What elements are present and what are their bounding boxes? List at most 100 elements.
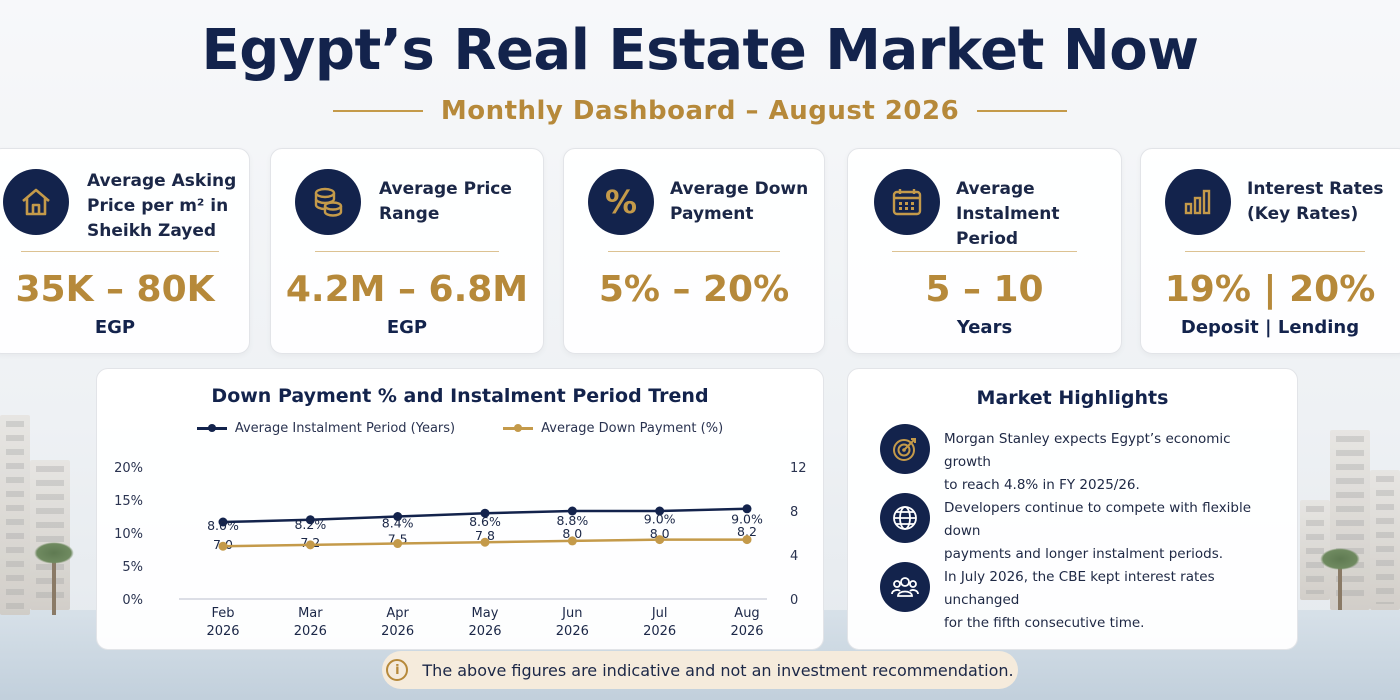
right-axis-tick-label: 0: [790, 593, 798, 608]
kpi-card-asking-price: Average Asking Price per m² in Sheikh Zaye…: [0, 148, 250, 354]
percent-icon: %: [588, 169, 654, 235]
highlight-text: Morgan Stanley expects Egypt’s economic …: [944, 431, 1231, 493]
x-axis-tick-label: 2026: [556, 624, 589, 639]
data-point: [567, 536, 577, 546]
data-label: 8.2: [737, 524, 757, 539]
background-palm: [34, 542, 74, 564]
x-axis-tick-label: Aug: [734, 606, 759, 621]
highlight-item: Morgan Stanley expects Egypt’s economic …: [880, 424, 1277, 493]
kpi-card-price-range: Average Price Range 4.2M – 6.8M EGP: [270, 148, 544, 354]
data-point: [480, 508, 490, 518]
data-point: [480, 537, 490, 547]
legend-item-instalment: Average Instalment Period (Years): [196, 421, 456, 436]
x-axis-tick-label: 2026: [294, 624, 327, 639]
right-axis-tick-label: 12: [790, 461, 807, 476]
kpi-label: Interest Rates (Key Rates): [1247, 179, 1384, 224]
kpi-label: Average Instalment Period: [956, 179, 1060, 249]
subtitle-rule-right: [977, 110, 1068, 112]
background-palm: [1320, 548, 1360, 570]
kpi-divider: [315, 251, 499, 252]
data-point: [393, 512, 403, 521]
background-building: [1300, 500, 1330, 600]
target-icon: [880, 424, 930, 474]
x-axis-tick-label: Feb: [211, 606, 234, 621]
legend-label: Average Down Payment (%): [541, 421, 724, 436]
disclaimer-banner: i The above figures are indicative and n…: [382, 651, 1018, 689]
kpi-card-down-payment: % Average Down Payment 5% – 20%: [563, 148, 825, 354]
left-axis-tick-label: 20%: [114, 461, 143, 476]
x-axis-tick-label: 2026: [730, 624, 763, 639]
chart-title: Down Payment % and Instalment Period Tre…: [211, 385, 709, 407]
kpi-divider: [608, 251, 780, 252]
market-highlights-panel: Market Highlights Morgan Stanley expects…: [847, 368, 1298, 650]
kpi-value: 4.2M – 6.8M: [285, 269, 529, 310]
data-label: 9.0%: [644, 512, 676, 527]
trend-chart-panel: Down Payment % and Instalment Period Tre…: [96, 368, 824, 650]
legend-label: Average Instalment Period (Years): [234, 421, 456, 436]
kpi-value: 5 – 10: [925, 269, 1044, 310]
left-axis-tick-label: 15%: [114, 494, 143, 509]
left-axis-tick-label: 5%: [122, 560, 143, 575]
kpi-card-interest-rates: Interest Rates (Key Rates) 19% | 20% Depo…: [1140, 148, 1400, 354]
data-point: [393, 539, 403, 549]
kpi-label: Average Price Range: [379, 179, 512, 224]
left-axis-tick-label: 10%: [114, 527, 143, 542]
data-label: 8.4%: [382, 516, 414, 531]
subtitle-rule-left: [332, 110, 423, 112]
people-icon: [880, 562, 930, 612]
kpi-value: 19% | 20%: [1164, 269, 1376, 310]
background-building: [0, 415, 30, 615]
trend-chart-svg: 20% 15% 10% 5% 0% 12 8 4 0 Feb 2026 Mar 2026 Apr 2026 M…: [114, 461, 807, 639]
kpi-card-instalment-period: Average Instalment Period 5 – 10 Years: [847, 148, 1122, 354]
x-axis-tick-label: 2026: [206, 624, 239, 639]
kpi-unit: Years: [956, 317, 1013, 338]
background-building: [1330, 430, 1370, 610]
x-axis-tick-label: 2026: [643, 624, 676, 639]
kpi-value: 5% – 20%: [598, 269, 790, 310]
data-point: [742, 535, 752, 545]
right-axis-tick-label: 4: [790, 549, 798, 564]
coins-icon: [295, 169, 361, 235]
x-axis-tick-label: Apr: [386, 606, 409, 621]
legend-swatch-gold: [503, 424, 534, 432]
legend-swatch-navy: [196, 424, 227, 432]
data-point: [655, 535, 665, 545]
background-palm: [52, 560, 56, 615]
data-label: 8.0%: [207, 518, 239, 533]
highlight-item: Developers continue to compete with flex…: [880, 493, 1277, 562]
kpi-unit: EGP: [386, 317, 428, 338]
highlight-item: In July 2026, the CBE kept interest rate…: [880, 562, 1277, 631]
subtitle-row: Monthly Dashboard – August 2026: [0, 96, 1400, 126]
disclaimer-text: The above figures are indicative and not…: [422, 660, 1014, 680]
x-axis-tick-label: 2026: [468, 624, 501, 639]
data-label: 8.2%: [294, 517, 326, 532]
highlight-text: In July 2026, the CBE kept interest rate…: [944, 569, 1215, 631]
kpi-label: Average Asking Price per m² in Sheikh Zaye…: [87, 171, 237, 241]
legend-item-down-payment: Average Down Payment (%): [503, 421, 723, 436]
kpi-divider: [892, 251, 1077, 252]
kpi-value: 35K – 80K: [15, 269, 215, 310]
bar-chart-icon: [1165, 169, 1231, 235]
right-axis-tick-label: 8: [790, 505, 798, 520]
data-point: [655, 506, 665, 516]
page-subtitle: Monthly Dashboard – August 2026: [440, 96, 960, 126]
data-label: 8.6%: [469, 514, 501, 529]
data-point: [742, 504, 752, 514]
background-building: [30, 460, 70, 610]
house-icon: [3, 169, 69, 235]
info-icon: i: [386, 659, 409, 681]
kpi-divider: [1185, 251, 1365, 252]
kpi-divider: [21, 251, 219, 252]
data-point: [218, 541, 228, 551]
x-axis-tick-label: May: [472, 606, 499, 621]
background-palm: [1338, 565, 1342, 610]
x-axis-tick-label: Mar: [298, 606, 323, 621]
data-label: 7.8: [475, 528, 495, 543]
kpi-unit: Deposit | Lending: [1180, 317, 1360, 338]
page-title: Egypt’s Real Estate Market Now: [201, 18, 1199, 83]
highlights-title: Market Highlights: [976, 387, 1169, 409]
data-label: 8.8%: [556, 513, 588, 528]
kpi-label: Average Down Payment: [670, 179, 809, 224]
x-axis-tick-label: 2026: [381, 624, 414, 639]
data-point: [218, 517, 228, 527]
